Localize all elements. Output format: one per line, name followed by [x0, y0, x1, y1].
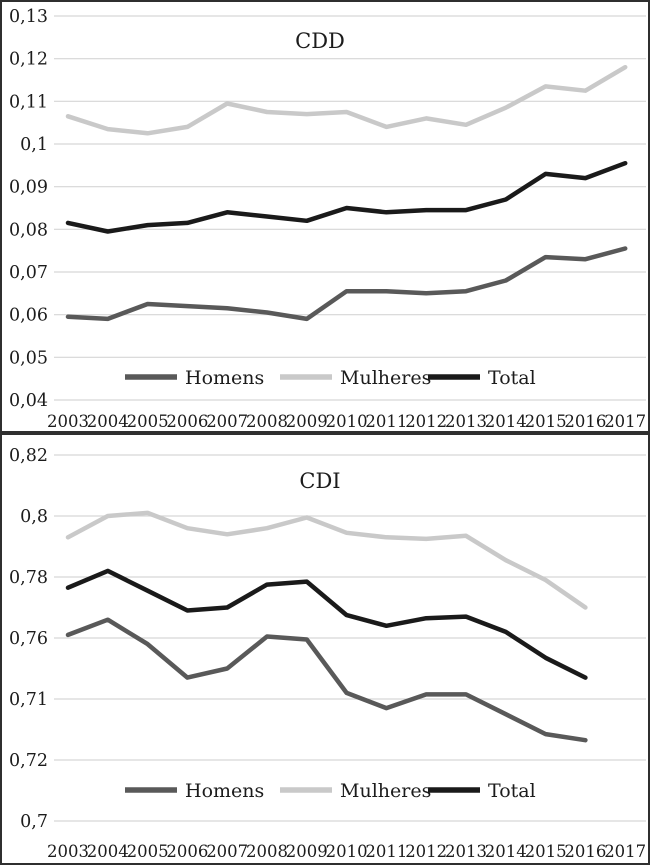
legend-label-homens: Homens: [185, 780, 264, 802]
cdi-chart-box: 0,82 0,8 0,78 0,76 0,71 0,72 0,7 2003 2004 2005 20…: [0, 433, 650, 865]
y-tick-label: 0,71: [9, 690, 48, 710]
y-tick-label: 0,7: [20, 812, 48, 832]
series-line-homens: [65, 617, 588, 743]
x-tick-label: 2014: [485, 842, 527, 861]
x-tick-label: 2017: [604, 842, 646, 861]
chart-border: [0, 0, 650, 433]
chart-background: [0, 433, 650, 865]
y-tick-label: 0,12: [9, 50, 48, 70]
x-tick-label: 2005: [127, 842, 169, 861]
y-tick-label: 0,76: [9, 629, 48, 649]
x-tick-label: 2004: [87, 412, 129, 431]
x-tick-label: 2016: [564, 842, 606, 861]
x-tick-label: 2012: [405, 412, 447, 431]
chart-title: CDI: [299, 469, 340, 493]
y-tick-label: 0,8: [20, 507, 48, 527]
y-tick-label: 0,11: [9, 92, 48, 112]
y-tick-label: 0,13: [9, 7, 48, 27]
y-tick-label: 0,05: [9, 348, 48, 368]
legend-label-total: Total: [488, 367, 536, 389]
legend-label-homens: Homens: [185, 367, 264, 389]
series-line-homens: [65, 246, 628, 322]
x-tick-label: 2016: [564, 412, 606, 431]
x-tick-label: 2017: [604, 412, 646, 431]
legend-label-total: Total: [488, 780, 536, 802]
y-tick-label: 0,09: [9, 178, 48, 198]
x-tick-label: 2009: [286, 842, 328, 861]
x-tick-label: 2006: [166, 412, 208, 431]
y-tick-label: 0,07: [9, 263, 48, 283]
cdd-chart: 0,130,120,110,10,090,080,070,060,050,042…: [0, 0, 650, 433]
chart-border: [0, 433, 650, 865]
series-line-mulheres: [65, 64, 628, 136]
cdi-chart: 0,820,80,780,760,710,720,720032004200520…: [0, 433, 650, 865]
x-tick-label: 2011: [365, 842, 407, 861]
y-tick-label: 0,04: [9, 391, 48, 411]
series-line-mulheres: [65, 510, 588, 610]
x-tick-label: 2003: [47, 412, 89, 431]
x-tick-label: 2006: [166, 842, 208, 861]
x-tick-label: 2010: [326, 412, 368, 431]
cdd-chart-box: 0,13 0,12 0,11 0,1 0,09 0,08 0,07 0,06 0,05 0,04 2…: [0, 0, 650, 433]
legend-label-mulheres: Mulheres: [340, 367, 431, 389]
x-tick-label: 2009: [286, 412, 328, 431]
x-tick-label: 2008: [246, 412, 288, 431]
x-tick-label: 2007: [206, 412, 248, 431]
legend-label-mulheres: Mulheres: [340, 780, 431, 802]
y-tick-label: 0,1: [20, 135, 48, 155]
y-tick-label: 0,82: [9, 446, 48, 466]
x-tick-label: 2015: [525, 412, 567, 431]
series-line-total: [65, 160, 628, 234]
y-tick-label: 0,72: [9, 751, 48, 771]
x-tick-label: 2005: [127, 412, 169, 431]
y-tick-label: 0,78: [9, 568, 48, 588]
x-tick-label: 2010: [326, 842, 368, 861]
series-line-total: [65, 568, 588, 680]
chart-title: CDD: [295, 29, 345, 53]
x-tick-label: 2003: [47, 842, 89, 861]
y-tick-label: 0,08: [9, 220, 48, 240]
x-tick-label: 2008: [246, 842, 288, 861]
x-tick-label: 2007: [206, 842, 248, 861]
x-tick-label: 2011: [365, 412, 407, 431]
x-tick-label: 2014: [485, 412, 527, 431]
x-tick-label: 2012: [405, 842, 447, 861]
x-tick-label: 2013: [445, 842, 487, 861]
x-tick-label: 2013: [445, 412, 487, 431]
y-tick-label: 0,06: [9, 306, 48, 326]
x-tick-label: 2004: [87, 842, 129, 861]
x-tick-label: 2015: [525, 842, 567, 861]
